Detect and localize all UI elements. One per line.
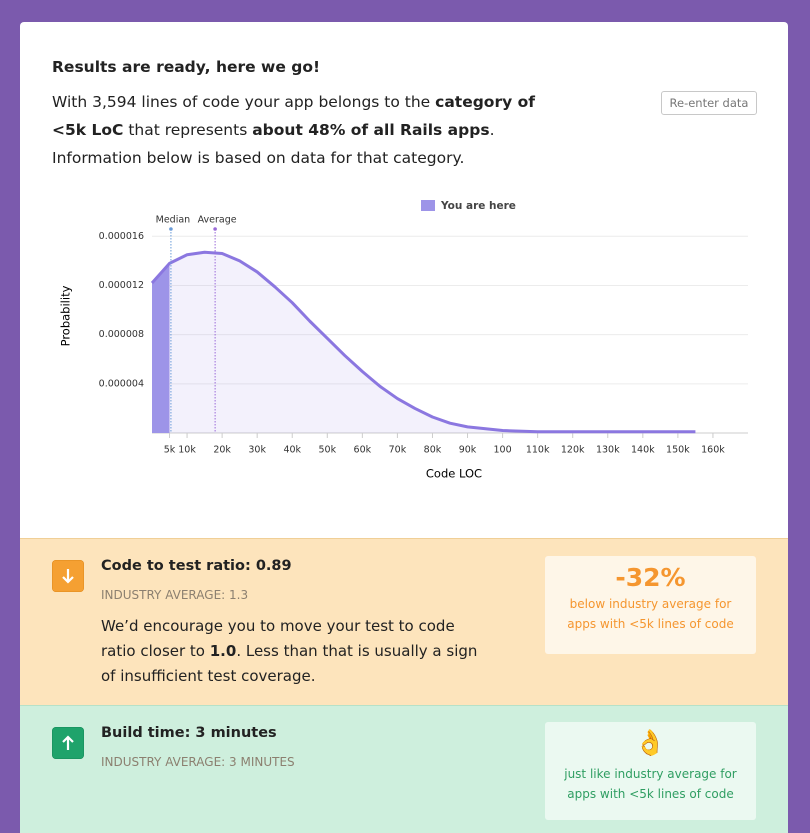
metric-section: Build time: 3 minutes INDUSTRY AVERAGE: … [20, 705, 788, 833]
metric-section: Code to test ratio: 0.89 INDUSTRY AVERAG… [20, 538, 788, 706]
metric-description: We’d encourage you to move your test to … [101, 614, 486, 689]
marker-label: Average [198, 215, 237, 226]
marker-label: Median [156, 215, 191, 226]
metric-title: Build time: 3 minutes [101, 725, 277, 741]
legend-swatch [421, 200, 435, 211]
industry-average: INDUSTRY AVERAGE: 3 MINUTES [101, 755, 295, 769]
metric-title: Code to test ratio: 0.89 [101, 558, 292, 574]
curve-area [152, 252, 696, 433]
y-axis-label: Probability [59, 285, 73, 346]
desc-bold: 1.0 [209, 642, 237, 660]
x-tick-label: 120k [561, 445, 585, 456]
x-tick-label: 70k [389, 445, 407, 456]
results-title: Results are ready, here we go! [52, 58, 321, 76]
x-tick-label: 110k [526, 445, 550, 456]
badge: 👌 just like industry average for apps wi… [545, 722, 756, 820]
x-tick-label: 5k [164, 445, 176, 456]
x-tick-label: 140k [631, 445, 655, 456]
badge: -32% below industry average for apps wit… [545, 556, 756, 654]
x-tick-label: 90k [459, 445, 477, 456]
x-tick-label: 160k [701, 445, 725, 456]
x-tick-label: 10k [178, 445, 196, 456]
x-tick-label: 100 [494, 445, 512, 456]
marker-dot [169, 227, 173, 231]
y-tick-label: 0.000012 [99, 280, 144, 291]
intro-part: . Information below is based on data for… [52, 121, 495, 167]
y-tick-label: 0.000016 [99, 231, 144, 242]
intro-bold: category of <5k LoC [52, 93, 535, 139]
results-card: Results are ready, here we go! With 3,59… [20, 22, 788, 833]
y-tick-label: 0.000004 [99, 378, 144, 389]
badge-text: just like industry average for apps with… [564, 767, 737, 801]
x-tick-label: 130k [596, 445, 620, 456]
y-tick-label: 0.000008 [99, 329, 144, 340]
desc-part: . Less than that is usually a sign of in… [101, 642, 478, 685]
badge-value: 👌 [634, 728, 667, 757]
x-tick-label: 150k [666, 445, 690, 456]
x-tick-label: 60k [354, 445, 372, 456]
badge-text: below industry average for apps with <5k… [567, 597, 734, 631]
x-tick-label: 30k [248, 445, 266, 456]
curve [150, 250, 696, 434]
industry-average: INDUSTRY AVERAGE: 1.3 [101, 588, 249, 602]
desc-part: We’d encourage you to move your test to … [101, 617, 455, 660]
x-tick-label: 40k [283, 445, 301, 456]
intro-text: With 3,594 lines of code your app belong… [52, 88, 547, 172]
re-enter-button[interactable]: Re-enter data [661, 91, 757, 115]
up-icon [52, 727, 84, 759]
down-icon [52, 560, 84, 592]
intro-part: that represents [123, 121, 253, 139]
x-tick-label: 50k [318, 445, 336, 456]
badge-value: -32% [615, 563, 686, 592]
intro-part: With 3,594 lines of code your app belong… [52, 93, 436, 111]
intro-bold: about 48% of all Rails apps [252, 121, 490, 139]
legend-label: You are here [440, 200, 516, 212]
x-tick-label: 20k [213, 445, 231, 456]
marker-dot [213, 227, 217, 231]
x-tick-label: 80k [424, 445, 442, 456]
x-axis-label: Code LOC [426, 467, 482, 481]
chart: 0.000004 0.000008 0.000012 0.000016 5k 10k 20k… [59, 200, 748, 481]
highlight-area [152, 263, 170, 433]
